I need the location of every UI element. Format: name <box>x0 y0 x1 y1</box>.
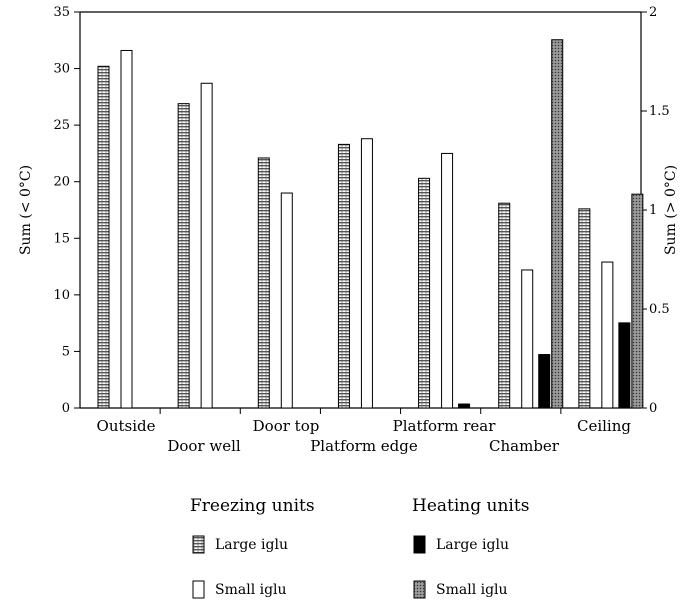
bar-freezing-large <box>177 103 190 409</box>
legend: Freezing units Heating units Large iglu … <box>190 496 529 599</box>
y-tick-label-left: 20 <box>53 175 70 190</box>
y-axis-title-left: Sum (< 0°C) <box>18 165 34 255</box>
legend-label-heating-small: Small iglu <box>436 582 508 598</box>
y-tick-label-left: 5 <box>62 344 70 359</box>
bar-freezing-large <box>257 157 270 409</box>
x-category-label: Chamber <box>489 437 560 455</box>
x-category-label: Platform rear <box>393 417 497 435</box>
y-tick-label-left: 15 <box>53 231 70 246</box>
bar-freezing-large <box>498 202 511 409</box>
bar-heating-large <box>538 354 551 409</box>
y-tick-label-left: 25 <box>53 118 70 133</box>
y-tick-label-right: 1.5 <box>649 104 670 119</box>
bar-freezing-small <box>441 152 454 409</box>
bar-freezing-small <box>601 261 614 409</box>
x-category-label: Door top <box>253 417 320 435</box>
y-tick-label-left: 0 <box>62 401 70 416</box>
bar-heating-large <box>458 403 471 409</box>
legend-label-freezing-large: Large iglu <box>215 537 288 553</box>
bar-freezing-small <box>521 269 534 409</box>
bar-freezing-large <box>97 65 110 409</box>
bar-heating-small <box>631 193 644 409</box>
y-tick-label-right: 0 <box>649 401 657 416</box>
bar-heating-small <box>551 39 564 409</box>
legend-group-title-freezing: Freezing units <box>190 496 315 516</box>
x-category-label: Platform edge <box>310 437 418 455</box>
bar-freezing-large <box>578 208 591 409</box>
y-tick-label-right: 0.5 <box>649 302 670 317</box>
bar-freezing-small <box>200 82 213 409</box>
legend-swatch-freezing-large <box>192 535 205 554</box>
legend-swatch-heating-large <box>413 535 426 554</box>
y-tick-label-left: 35 <box>53 5 70 20</box>
y-tick-label-right: 1 <box>649 203 657 218</box>
legend-swatch-heating-small <box>413 580 426 599</box>
y-tick-label-left: 30 <box>53 62 70 77</box>
bar-freezing-large <box>418 177 431 409</box>
y-axis-title-right: Sum (> 0°C) <box>663 165 679 255</box>
y-tick-label-left: 10 <box>53 288 70 303</box>
bar-freezing-small <box>120 49 133 409</box>
x-category-label: Outside <box>97 417 156 435</box>
legend-label-freezing-small: Small iglu <box>215 582 287 598</box>
y-tick-label-right: 2 <box>649 5 657 20</box>
bar-freezing-small <box>360 138 373 409</box>
bar-freezing-small <box>280 192 293 409</box>
legend-group-title-heating: Heating units <box>412 496 529 516</box>
x-category-label: Door well <box>167 437 241 455</box>
bar-heating-large <box>618 322 631 409</box>
legend-swatch-freezing-small <box>192 580 205 599</box>
bar-freezing-large <box>337 143 350 409</box>
x-category-label: Ceiling <box>577 417 631 435</box>
legend-label-heating-large: Large iglu <box>436 537 509 553</box>
